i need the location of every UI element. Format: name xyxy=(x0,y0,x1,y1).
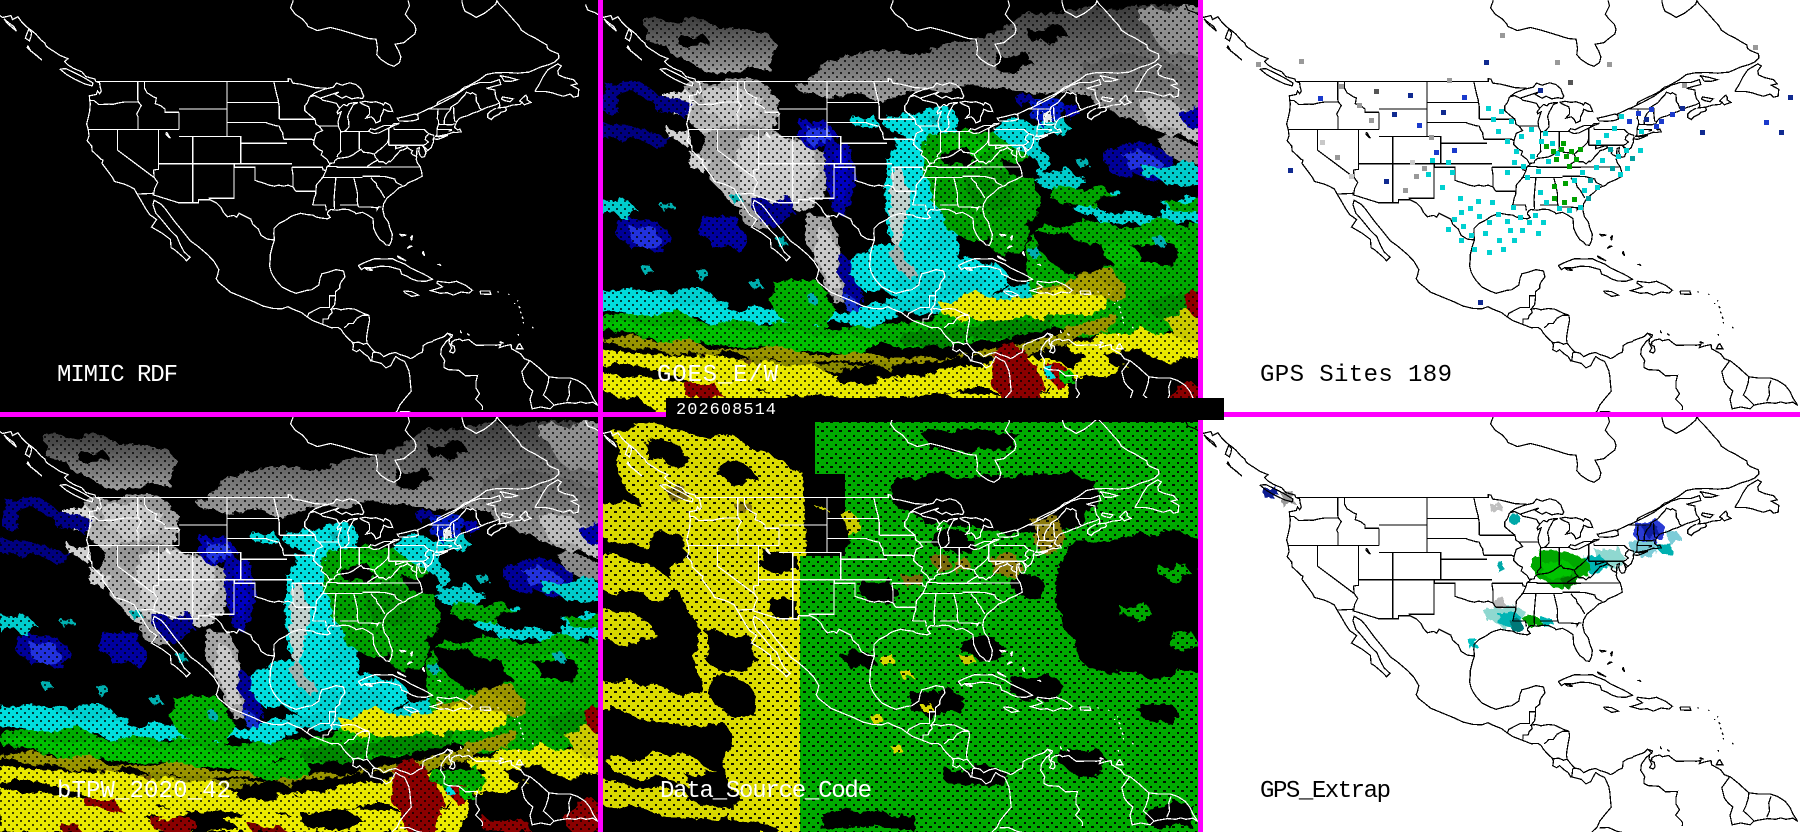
svg-text:GPS_Extrap: GPS_Extrap xyxy=(1260,778,1391,805)
svg-text:202608514: 202608514 xyxy=(676,401,776,420)
svg-text:GPS Sites 189: GPS Sites 189 xyxy=(1260,362,1452,389)
svg-text:MIMIC RDF: MIMIC RDF xyxy=(57,362,178,389)
svg-text:bTPW_2020_42: bTPW_2020_42 xyxy=(57,778,231,805)
svg-text:GOES_E/W: GOES_E/W xyxy=(657,362,779,389)
svg-text:Data_Source_Code: Data_Source_Code xyxy=(660,778,872,805)
